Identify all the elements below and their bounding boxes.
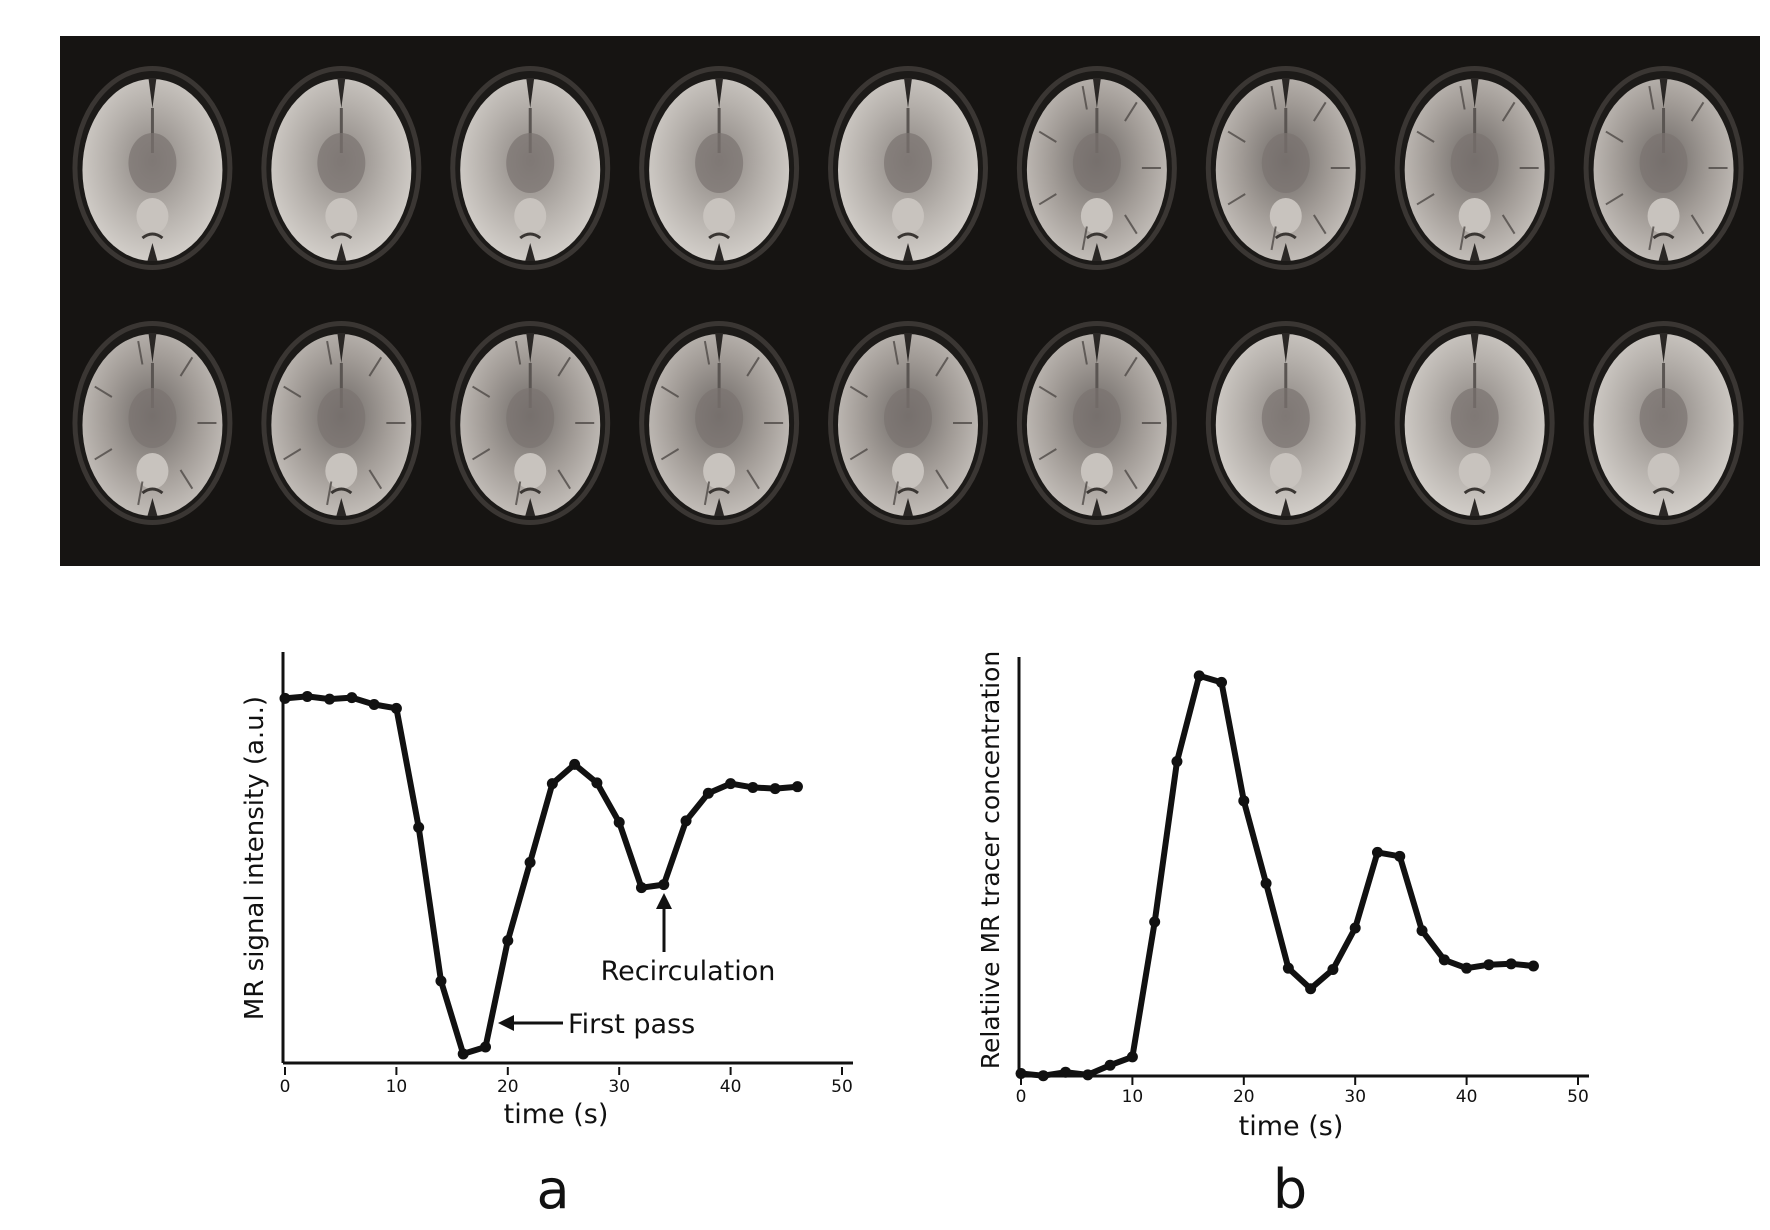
- chart-a-y-axis-label: MR signal intensity (a.u.): [240, 696, 270, 1020]
- data-point: [1149, 916, 1161, 928]
- brain-frame: [1394, 321, 1555, 525]
- brain-frame: [72, 321, 233, 525]
- brain-frame: [828, 66, 988, 270]
- data-point: [680, 815, 692, 827]
- brain-frame: [1583, 321, 1744, 525]
- brain-frame: [261, 66, 422, 270]
- data-point: [658, 879, 670, 891]
- brain-frame: [450, 321, 611, 525]
- recirculation-label: Recirculation: [601, 956, 776, 987]
- data-point: [546, 778, 558, 790]
- x-tick-label: 40: [1456, 1087, 1478, 1107]
- x-tick-label: 10: [1122, 1087, 1144, 1107]
- data-point: [1327, 963, 1339, 975]
- data-point: [457, 1048, 469, 1060]
- data-point: [1015, 1068, 1027, 1080]
- x-tick-label: 40: [720, 1077, 742, 1097]
- data-point: [524, 856, 536, 868]
- data-point: [502, 935, 514, 947]
- data-point: [480, 1041, 492, 1053]
- data-point: [413, 821, 425, 833]
- data-point: [279, 692, 291, 704]
- x-tick-label: 30: [608, 1077, 630, 1097]
- data-point: [301, 690, 313, 702]
- chart-b-x-axis-label: time (s): [1239, 1111, 1344, 1142]
- x-tick-label: 10: [386, 1077, 408, 1097]
- x-tick-label: 50: [831, 1077, 853, 1097]
- data-point: [747, 781, 759, 793]
- data-point: [1126, 1051, 1138, 1063]
- x-tick-label: 20: [497, 1077, 519, 1097]
- data-point: [1305, 983, 1317, 995]
- data-point: [324, 693, 336, 705]
- x-tick-label: 0: [1016, 1087, 1027, 1107]
- data-point: [390, 702, 402, 714]
- data-point: [1527, 960, 1539, 972]
- data-point: [368, 699, 380, 711]
- data-point: [725, 778, 737, 790]
- data-point: [1193, 670, 1205, 682]
- brain-frame: [450, 66, 611, 270]
- x-tick-label: 50: [1567, 1087, 1589, 1107]
- data-point: [1416, 925, 1428, 937]
- brain-frame: [1016, 321, 1177, 525]
- data-point: [1461, 962, 1473, 974]
- data-point: [1238, 795, 1250, 807]
- data-point: [1483, 959, 1495, 971]
- data-point: [1171, 755, 1183, 767]
- brain-frame: [639, 321, 800, 525]
- chart-a-series-line: [282, 693, 801, 1057]
- data-point: [769, 783, 781, 795]
- brain-frame: [1583, 66, 1744, 270]
- data-point: [1060, 1066, 1072, 1078]
- x-tick-label: 30: [1344, 1087, 1366, 1107]
- data-point: [613, 816, 625, 828]
- data-point: [1282, 962, 1294, 974]
- panel-label-a: a: [536, 1158, 569, 1221]
- panel-label-b: b: [1273, 1158, 1307, 1221]
- chart-b-tracer-concentration: 0 10 20 30 40 50 time (s) Relatiive MR tracer…: [976, 651, 1589, 1221]
- data-point: [791, 781, 803, 793]
- data-point: [1082, 1069, 1094, 1081]
- brain-frame: [1205, 321, 1366, 525]
- data-point: [1371, 846, 1383, 858]
- data-point: [1349, 922, 1361, 934]
- data-point: [635, 882, 647, 894]
- data-point: [1505, 958, 1517, 970]
- data-point: [1394, 850, 1406, 862]
- data-point: [569, 758, 581, 770]
- brain-mri-frames: [72, 66, 1744, 525]
- recirculation-arrowhead: [656, 893, 672, 909]
- chart-a-x-axis-label: time (s): [504, 1099, 609, 1130]
- chart-b-series-line: [1018, 672, 1537, 1079]
- first-pass-arrowhead: [498, 1015, 514, 1031]
- brain-frame: [1394, 66, 1555, 270]
- data-point: [346, 692, 358, 704]
- first-pass-label: First pass: [568, 1009, 695, 1040]
- data-point: [435, 975, 447, 987]
- x-tick-label: 0: [280, 1077, 291, 1097]
- data-point: [1037, 1070, 1049, 1082]
- brain-frame: [261, 321, 422, 525]
- brain-frame: [1205, 66, 1366, 270]
- chart-a-signal-intensity: 0 10 20 30 40 50 time (s) MR signal intensity…: [240, 652, 853, 1221]
- chart-b-y-axis-label: Relatiive MR tracer concentration: [976, 651, 1005, 1070]
- data-point: [702, 787, 714, 799]
- data-point: [1260, 877, 1272, 889]
- brain-frame: [639, 66, 800, 270]
- brain-mri-panel: [60, 36, 1760, 566]
- data-point: [1438, 954, 1450, 966]
- data-point: [1104, 1059, 1116, 1071]
- brain-frame: [1016, 66, 1177, 270]
- x-tick-label: 20: [1233, 1087, 1255, 1107]
- data-point: [1216, 676, 1228, 688]
- data-point: [591, 777, 603, 789]
- brain-frame: [72, 66, 233, 270]
- brain-frame: [828, 321, 988, 525]
